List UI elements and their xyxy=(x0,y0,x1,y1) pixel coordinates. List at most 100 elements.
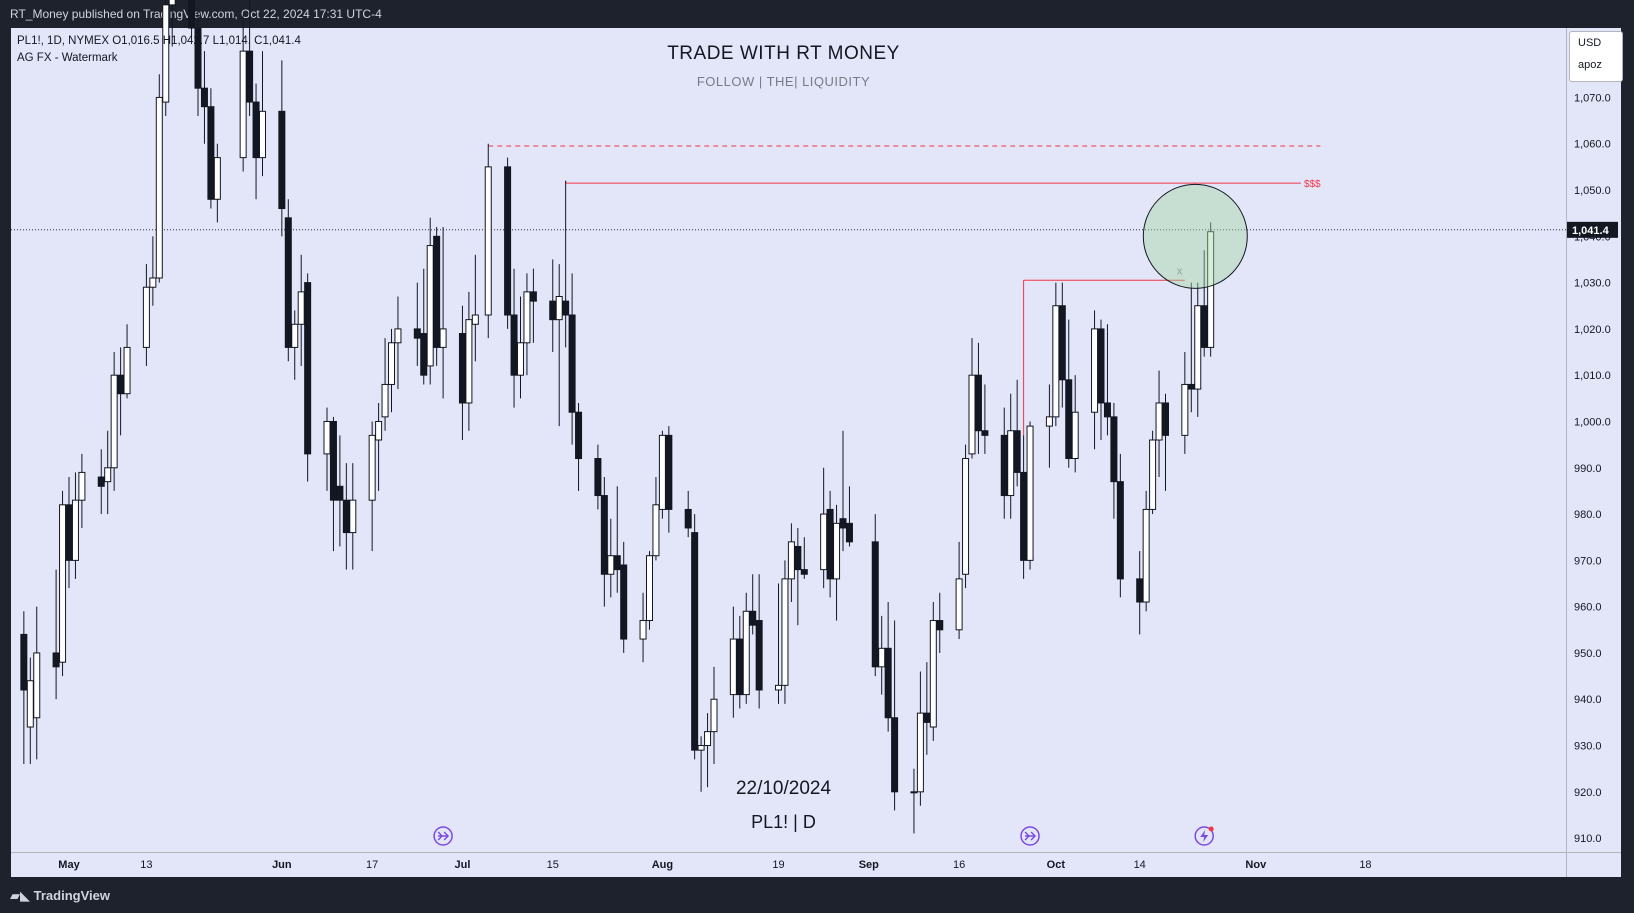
candle[interactable] xyxy=(517,296,524,399)
candle[interactable] xyxy=(200,51,208,144)
candle[interactable] xyxy=(484,143,492,339)
candle[interactable] xyxy=(1103,324,1111,436)
candle[interactable] xyxy=(646,551,653,630)
candle[interactable] xyxy=(891,620,899,811)
candle[interactable] xyxy=(104,430,112,515)
candle[interactable] xyxy=(613,486,621,593)
candle[interactable] xyxy=(594,444,602,510)
candle[interactable] xyxy=(955,541,963,640)
candle[interactable] xyxy=(910,768,918,834)
candle[interactable] xyxy=(800,537,808,579)
candle[interactable] xyxy=(78,453,86,528)
candle[interactable] xyxy=(439,227,447,399)
dividend-arrow-icon[interactable] xyxy=(433,826,453,846)
candle[interactable] xyxy=(123,324,131,399)
candle[interactable] xyxy=(368,421,376,552)
candle[interactable] xyxy=(284,199,292,362)
candle[interactable] xyxy=(149,236,157,306)
candle[interactable] xyxy=(833,504,841,621)
candle[interactable] xyxy=(1110,402,1118,519)
candle[interactable] xyxy=(652,477,660,561)
candle[interactable] xyxy=(871,514,879,677)
candle[interactable] xyxy=(1058,282,1066,408)
candle[interactable] xyxy=(929,602,937,741)
candle[interactable] xyxy=(375,402,383,491)
candle[interactable] xyxy=(504,157,512,329)
candle[interactable] xyxy=(213,143,221,223)
candle[interactable] xyxy=(1142,490,1150,612)
candle[interactable] xyxy=(697,736,705,792)
candle[interactable] xyxy=(562,180,570,348)
candle[interactable] xyxy=(1181,352,1189,454)
candle[interactable] xyxy=(239,14,247,172)
currency-label[interactable]: USD xyxy=(1578,37,1602,49)
candle[interactable] xyxy=(775,583,782,704)
candle[interactable] xyxy=(33,606,41,760)
candle[interactable] xyxy=(1045,384,1053,468)
candle[interactable] xyxy=(974,342,982,454)
candle[interactable] xyxy=(20,611,28,765)
tradingview-logo[interactable]: ▰◣ TradingView xyxy=(10,888,110,904)
earnings-flash-icon[interactable] xyxy=(1194,826,1214,846)
candle[interactable] xyxy=(59,490,67,677)
candle[interactable] xyxy=(639,592,647,663)
candle[interactable] xyxy=(575,402,583,491)
candle[interactable] xyxy=(1162,393,1169,491)
price-axis[interactable] xyxy=(1567,28,1621,877)
candle[interactable] xyxy=(781,560,789,704)
candle[interactable] xyxy=(388,328,395,413)
candle[interactable] xyxy=(291,310,299,380)
candle[interactable] xyxy=(1149,430,1157,515)
candle[interactable] xyxy=(568,273,576,445)
candle[interactable] xyxy=(188,0,196,38)
candle[interactable] xyxy=(710,666,718,765)
candle[interactable] xyxy=(794,527,802,626)
dividend-arrow-icon[interactable] xyxy=(1020,826,1040,846)
candle[interactable] xyxy=(529,268,537,343)
unit-label[interactable]: apoz xyxy=(1578,59,1602,71)
candle[interactable] xyxy=(845,486,853,547)
candle[interactable] xyxy=(1026,421,1034,570)
candle[interactable] xyxy=(749,574,757,635)
candle[interactable] xyxy=(155,74,163,283)
candle[interactable] xyxy=(336,435,344,547)
candle[interactable] xyxy=(278,60,286,237)
candle[interactable] xyxy=(684,490,692,538)
candle[interactable] xyxy=(742,592,750,704)
currency-unit-selector[interactable]: USD apoz xyxy=(1569,31,1623,82)
candle[interactable] xyxy=(71,472,79,579)
candle[interactable] xyxy=(691,514,699,760)
candle[interactable] xyxy=(304,273,312,482)
candle[interactable] xyxy=(465,291,473,431)
highlight-circle[interactable] xyxy=(1142,183,1248,289)
candle[interactable] xyxy=(329,416,337,552)
candle[interactable] xyxy=(981,384,989,454)
candle[interactable] xyxy=(1097,319,1105,440)
candle[interactable] xyxy=(1116,453,1124,598)
candle[interactable] xyxy=(207,88,215,209)
candle[interactable] xyxy=(936,592,944,653)
candle[interactable] xyxy=(1207,222,1215,357)
candle[interactable] xyxy=(162,0,170,116)
candle[interactable] xyxy=(110,352,118,491)
candle[interactable] xyxy=(471,254,479,362)
candle[interactable] xyxy=(620,541,628,653)
candle[interactable] xyxy=(142,264,150,366)
candle[interactable] xyxy=(600,477,608,607)
candle[interactable] xyxy=(755,574,763,709)
candle[interactable] xyxy=(433,227,441,366)
candle[interactable] xyxy=(884,602,892,732)
candle[interactable] xyxy=(168,0,176,47)
candle[interactable] xyxy=(394,296,402,390)
candle[interactable] xyxy=(962,444,970,589)
candle[interactable] xyxy=(665,426,673,533)
candle[interactable] xyxy=(916,671,924,806)
candle[interactable] xyxy=(259,51,266,177)
candle[interactable] xyxy=(1071,375,1079,473)
candle[interactable] xyxy=(381,338,389,431)
candle[interactable] xyxy=(523,273,531,376)
candle[interactable] xyxy=(194,9,202,116)
candle[interactable] xyxy=(1013,379,1021,487)
candle[interactable] xyxy=(704,713,712,788)
